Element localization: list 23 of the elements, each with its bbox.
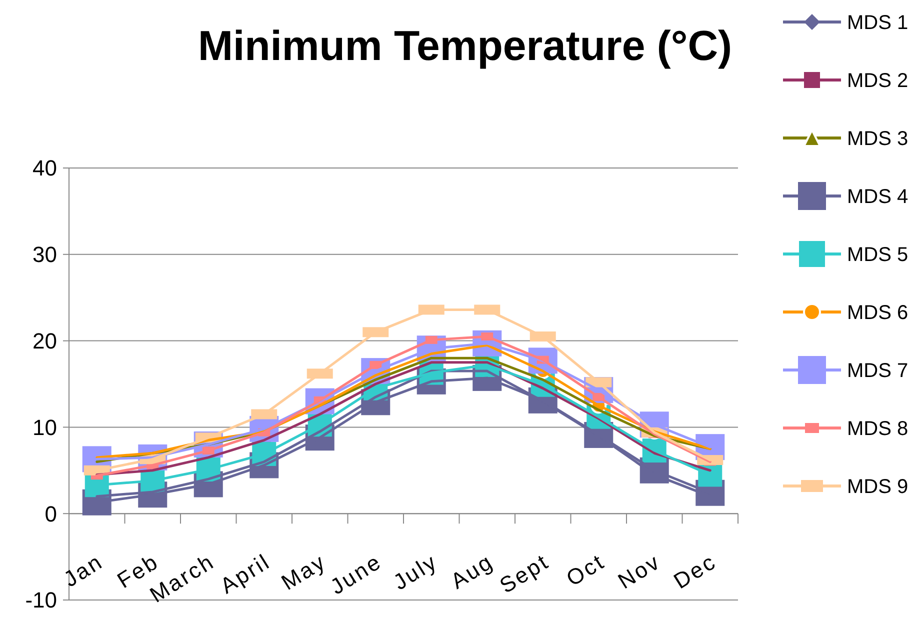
legend-label: MDS 5	[847, 244, 908, 266]
x-tick-label: Jan	[59, 548, 108, 592]
y-tick-label: 10	[32, 414, 57, 440]
x-tick-label: Dec	[669, 548, 721, 594]
legend-label: MDS 7	[847, 360, 908, 382]
x-tick-label: Oct	[562, 548, 610, 592]
y-tick-label: 40	[32, 156, 57, 181]
legend-label: MDS 4	[847, 186, 908, 208]
chart-title: Minimum Temperature (°C)	[198, 22, 732, 69]
x-tick-label: Sept	[495, 548, 554, 598]
y-tick-label: -10	[25, 588, 57, 613]
legend-label: MDS 2	[847, 70, 908, 92]
legend-label: MDS 8	[847, 418, 908, 440]
y-tick-label: 0	[44, 501, 57, 526]
x-tick-label: Nov	[614, 548, 666, 594]
y-tick-label: 20	[32, 328, 57, 354]
legend-label: MDS 3	[847, 128, 908, 150]
y-tick-label: 30	[32, 242, 57, 268]
legend-label: MDS 1	[847, 12, 908, 34]
x-tick-label: Aug	[446, 548, 498, 594]
legend-label: MDS 6	[847, 302, 908, 324]
legend-label: MDS 9	[847, 476, 908, 498]
x-tick-label: July	[388, 548, 442, 595]
